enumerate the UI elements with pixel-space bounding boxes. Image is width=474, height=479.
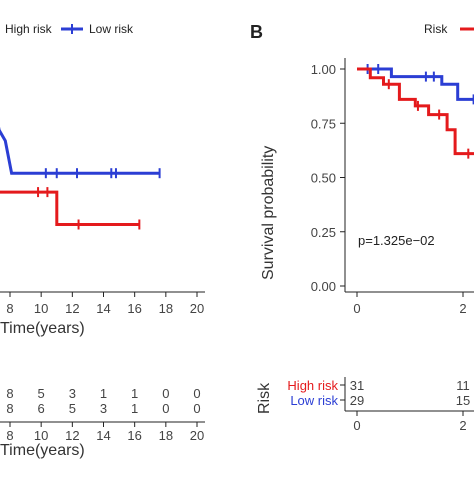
panel-a-x-ticks: 8 10 12 14 16 18 20 bbox=[6, 292, 204, 316]
legend-title: Risk bbox=[424, 22, 448, 36]
panel-b-x-tick-label: 0 bbox=[353, 301, 360, 316]
panel-b-high-risk-curve bbox=[357, 67, 474, 156]
panel-b-x-ticks: 024 bbox=[353, 292, 467, 316]
panel-a-risk-count: 0 bbox=[193, 401, 200, 416]
panel-a-risk-count: 5 bbox=[38, 386, 45, 401]
panel-a-risk-count: 8 bbox=[6, 386, 13, 401]
panel-a-risk-tick-label: 10 bbox=[34, 428, 48, 443]
panel-b-letter: B bbox=[250, 22, 263, 42]
panel-a: High risk Low risk 8 10 12 14 16 18 20 Time(ye… bbox=[0, 22, 205, 459]
panel-a-x-tick-label: 20 bbox=[190, 301, 204, 316]
panel-a-risk-tick-label: 8 bbox=[6, 428, 13, 443]
legend-high-risk-label: High risk bbox=[5, 22, 53, 36]
panel-b-risk-count: 29 bbox=[350, 393, 364, 408]
panel-a-risk-count: 3 bbox=[69, 386, 76, 401]
panel-a-legend: High risk Low risk bbox=[5, 22, 134, 36]
panel-a-risk-count: 6 bbox=[38, 401, 45, 416]
panel-b-risk-x-ticks: 024 bbox=[353, 411, 467, 433]
panel-a-risk-count: 1 bbox=[100, 386, 107, 401]
panel-a-risk-x-ticks: 8 10 12 14 16 18 20 bbox=[6, 422, 204, 443]
panel-b-y-tick-label: 0.25 bbox=[311, 225, 336, 240]
panel-b-risk-row-label: Low risk bbox=[290, 393, 338, 408]
panel-a-risk-count: 1 bbox=[131, 401, 138, 416]
panel-b-risk-table: High risk31113Low risk29156 bbox=[287, 378, 470, 408]
panel-a-risk-count: 1 bbox=[131, 386, 138, 401]
panel-a-x-axis-label: Time(years) bbox=[0, 320, 85, 337]
panel-b-low-risk-curve bbox=[357, 67, 474, 101]
panel-a-x-tick-label: 10 bbox=[34, 301, 48, 316]
panel-a-risk-count: 0 bbox=[193, 386, 200, 401]
panel-a-risk-x-axis-label: Time(years) bbox=[0, 442, 85, 459]
panel-b-p-value: p=1.325e−02 bbox=[358, 233, 435, 248]
legend-low-risk-label: Low risk bbox=[89, 22, 134, 36]
panel-a-risk-count: 0 bbox=[162, 386, 169, 401]
panel-b-y-axis-label: Survival probability bbox=[260, 146, 277, 280]
panel-a-risk-tick-label: 12 bbox=[65, 428, 79, 443]
panel-a-risk-count: 8 bbox=[6, 401, 13, 416]
panel-a-risk-tick-label: 20 bbox=[190, 428, 204, 443]
panel-b-risk-row-label: High risk bbox=[287, 378, 338, 393]
panel-b-x-tick-label: 2 bbox=[459, 301, 466, 316]
panel-a-risk-tick-label: 16 bbox=[127, 428, 141, 443]
panel-b: B Risk Survival probability 0.00 0.25 0.50… bbox=[250, 22, 474, 433]
panel-b-risk-count: 31 bbox=[350, 378, 364, 393]
panel-b-y-tick-label: 0.75 bbox=[311, 116, 336, 131]
panel-a-x-tick-label: 12 bbox=[65, 301, 79, 316]
panel-a-x-tick-label: 8 bbox=[6, 301, 13, 316]
panel-a-x-tick-label: 16 bbox=[127, 301, 141, 316]
panel-a-risk-tick-label: 18 bbox=[159, 428, 173, 443]
panel-a-x-tick-label: 18 bbox=[159, 301, 173, 316]
panel-a-risk-tick-label: 14 bbox=[96, 428, 110, 443]
panel-a-risk-table: 8 5 3 1 1 0 08 6 5 3 1 0 0 bbox=[6, 386, 200, 416]
panel-a-risk-count: 3 bbox=[100, 401, 107, 416]
panel-a-risk-count: 0 bbox=[162, 401, 169, 416]
panel-b-risk-count: 11 bbox=[456, 378, 470, 393]
panel-b-y-tick-label: 0.00 bbox=[311, 279, 336, 294]
panel-a-high-risk-curve bbox=[0, 190, 140, 226]
panel-b-risk-count: 15 bbox=[456, 393, 470, 408]
panel-b-y-tick-label: 0.50 bbox=[311, 171, 336, 186]
panel-a-x-tick-label: 14 bbox=[96, 301, 110, 316]
panel-b-y-tick-label: 1.00 bbox=[311, 62, 336, 77]
panel-b-risk-title: Risk bbox=[256, 382, 273, 414]
panel-b-risk-tick-label: 2 bbox=[459, 418, 466, 433]
panel-a-plot bbox=[0, 126, 161, 230]
panel-a-low-risk-curve bbox=[0, 126, 160, 175]
panel-a-risk-count: 5 bbox=[69, 401, 76, 416]
panel-b-legend: Risk bbox=[424, 22, 474, 36]
panel-b-risk-tick-label: 0 bbox=[353, 418, 360, 433]
panel-b-y-ticks: 0.00 0.25 0.50 0.75 1.00 bbox=[311, 62, 345, 294]
panel-b-plot bbox=[357, 64, 474, 159]
